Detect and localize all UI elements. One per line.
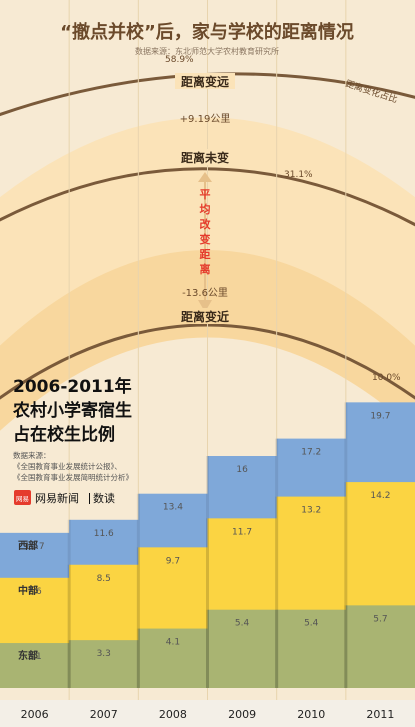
- data-label: 11.6: [94, 529, 114, 539]
- data-label: 11.7: [232, 527, 252, 537]
- data-label: 7.6: [27, 587, 42, 597]
- header-source: 数据来源：东北师范大学农村教育研究所: [135, 46, 279, 56]
- chart-title-2: 农村小学寄宿生: [12, 400, 132, 421]
- east-bar: [207, 609, 278, 688]
- data-label: 8.5: [97, 574, 111, 584]
- x-tick-label: 2010: [297, 708, 325, 721]
- avg-label-char: 改: [200, 217, 212, 231]
- chart-title-1: 2006-2011年: [13, 376, 132, 397]
- data-label: 13.2: [301, 506, 321, 516]
- avg-label-char: 平: [200, 188, 211, 201]
- chart-source-3: 《全国教育事业发展简明统计分析》: [13, 472, 133, 482]
- data-label: 14.2: [370, 491, 390, 501]
- brand-logo-text: 网易: [16, 495, 29, 503]
- avg-label-char: 均: [200, 202, 211, 216]
- east-bar: [138, 628, 208, 688]
- data-label: 5.4: [304, 619, 319, 629]
- series-label: 中部: [18, 584, 38, 597]
- label-same: 距离未变: [181, 150, 229, 165]
- brand-logo: 网易: [14, 490, 31, 505]
- east-bar: [0, 643, 70, 688]
- change-far: +9.19公里: [180, 113, 231, 125]
- series-label: 东部: [18, 649, 38, 662]
- share-near: 10.0%: [372, 373, 401, 383]
- chart-source-2: 《全国教育事业发展统计公报》、: [13, 461, 122, 471]
- east-bar: [345, 605, 415, 688]
- x-tick-label: 2009: [228, 708, 256, 721]
- data-label: 3.3: [97, 649, 111, 659]
- data-label: 13.4: [163, 503, 183, 513]
- x-axis-labels: 2006 2007 2008 2009 2010 2011: [21, 708, 395, 721]
- data-label: 5.4: [235, 619, 250, 629]
- x-tick-label: 2007: [90, 708, 118, 721]
- x-tick-label: 2006: [21, 708, 49, 721]
- label-same-bg: [175, 149, 235, 165]
- brand-name: 网易新闻: [35, 491, 79, 505]
- avg-arrow: [198, 172, 212, 312]
- x-axis-band: [0, 700, 415, 727]
- avg-label-char: 变: [200, 232, 211, 246]
- data-label: 16: [236, 465, 248, 475]
- label-far: 距离变远: [181, 74, 229, 89]
- stacked-chart: 10.7 11.6 13.4 16 17.2 19.7 7.6 8.5 9.7 11.7 13.2 1…: [0, 402, 415, 688]
- chart-title-3: 占在校生比例: [13, 424, 115, 445]
- change-near: -13.6公里: [182, 287, 228, 299]
- chart-source-1: 数据来源：: [13, 450, 51, 460]
- data-label: 4.1: [166, 638, 180, 648]
- data-label: 17.2: [301, 448, 321, 458]
- brand-column: 数读: [93, 491, 115, 505]
- label-far-bg: [175, 73, 235, 89]
- east-bar: [69, 640, 139, 688]
- data-label: 10.7: [25, 542, 45, 552]
- data-label: 19.7: [370, 411, 390, 421]
- share-far: 58.9%: [165, 55, 194, 65]
- label-near-bg: [175, 308, 235, 324]
- series-label: 西部: [18, 539, 38, 552]
- data-label: 3.1: [27, 652, 41, 662]
- x-tick-label: 2008: [159, 708, 187, 721]
- data-label: 5.7: [373, 614, 387, 624]
- x-tick-label: 2011: [366, 708, 394, 721]
- data-label: 9.7: [166, 556, 180, 566]
- share-same: 31.1%: [284, 170, 313, 180]
- avg-label-char: 离: [200, 262, 211, 276]
- brand-divider: [89, 493, 90, 504]
- label-near: 距离变近: [181, 309, 229, 324]
- east-bar: [276, 609, 347, 688]
- avg-label-char: 距: [200, 248, 211, 261]
- page-title: “撤点并校”后，家与学校的距离情况: [60, 21, 354, 43]
